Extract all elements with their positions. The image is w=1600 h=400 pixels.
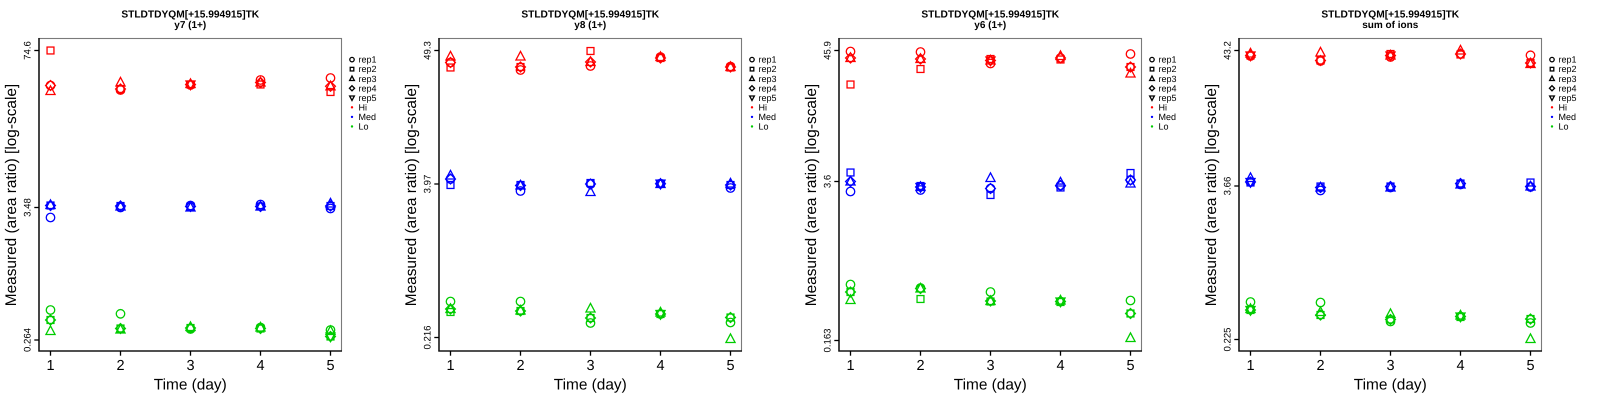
svg-text:2: 2 <box>116 358 124 374</box>
svg-text:4: 4 <box>656 358 664 374</box>
svg-text:Time (day): Time (day) <box>1354 377 1427 394</box>
svg-text:Lo: Lo <box>1559 122 1569 132</box>
svg-text:STLDTDYQM[+15.994915]TK: STLDTDYQM[+15.994915]TK <box>521 10 659 21</box>
svg-text:1: 1 <box>1246 358 1254 374</box>
svg-text:y8 (1+): y8 (1+) <box>574 20 606 31</box>
svg-text:y7 (1+): y7 (1+) <box>174 20 206 31</box>
svg-text:STLDTDYQM[+15.994915]TK: STLDTDYQM[+15.994915]TK <box>121 10 259 21</box>
svg-text:rep2: rep2 <box>1159 64 1177 74</box>
svg-text:3.66: 3.66 <box>1223 177 1234 196</box>
svg-text:Measured (area ratio) [log-sca: Measured (area ratio) [log-scale] <box>803 84 820 306</box>
svg-text:Med: Med <box>1559 112 1577 122</box>
svg-text:sum of ions: sum of ions <box>1362 20 1419 31</box>
svg-text:Lo: Lo <box>759 122 769 132</box>
svg-text:4: 4 <box>1056 358 1064 374</box>
svg-text:5: 5 <box>726 358 734 374</box>
svg-text:43.2: 43.2 <box>1223 41 1234 60</box>
svg-text:rep5: rep5 <box>359 93 377 103</box>
svg-text:Hi: Hi <box>1559 102 1568 112</box>
svg-text:STLDTDYQM[+15.994915]TK: STLDTDYQM[+15.994915]TK <box>921 10 1059 21</box>
svg-text:rep1: rep1 <box>359 55 377 65</box>
svg-text:Hi: Hi <box>359 102 368 112</box>
svg-text:Time (day): Time (day) <box>954 377 1027 394</box>
svg-text:rep5: rep5 <box>1159 93 1177 103</box>
svg-text:2: 2 <box>916 358 924 374</box>
svg-text:74.6: 74.6 <box>23 41 34 60</box>
svg-text:3: 3 <box>986 358 994 374</box>
svg-text:0.163: 0.163 <box>823 328 834 352</box>
svg-text:rep1: rep1 <box>1159 55 1177 65</box>
svg-text:y6 (1+): y6 (1+) <box>974 20 1006 31</box>
svg-text:1: 1 <box>46 358 54 374</box>
svg-text:Med: Med <box>359 112 377 122</box>
svg-text:Lo: Lo <box>1159 122 1169 132</box>
svg-text:rep5: rep5 <box>1559 93 1577 103</box>
svg-text:rep2: rep2 <box>1559 64 1577 74</box>
svg-text:2: 2 <box>516 358 524 374</box>
svg-text:0.225: 0.225 <box>1223 327 1234 351</box>
svg-text:2: 2 <box>1316 358 1324 374</box>
svg-text:rep3: rep3 <box>1559 74 1577 84</box>
svg-text:rep2: rep2 <box>359 64 377 74</box>
svg-text:rep4: rep4 <box>359 83 377 93</box>
svg-text:1: 1 <box>446 358 454 374</box>
svg-text:5: 5 <box>1126 358 1134 374</box>
svg-text:rep5: rep5 <box>759 93 777 103</box>
svg-text:45.9: 45.9 <box>823 41 834 60</box>
svg-text:49.3: 49.3 <box>423 41 434 60</box>
svg-text:3.48: 3.48 <box>23 198 34 217</box>
svg-text:4: 4 <box>256 358 264 374</box>
svg-text:rep3: rep3 <box>1159 74 1177 84</box>
svg-text:rep1: rep1 <box>759 55 777 65</box>
svg-text:3: 3 <box>586 358 594 374</box>
svg-text:3.6: 3.6 <box>823 175 834 188</box>
svg-text:rep4: rep4 <box>1559 83 1577 93</box>
svg-text:rep4: rep4 <box>1159 83 1177 93</box>
svg-text:0.216: 0.216 <box>423 325 434 349</box>
svg-text:Lo: Lo <box>359 122 369 132</box>
svg-text:STLDTDYQM[+15.994915]TK: STLDTDYQM[+15.994915]TK <box>1321 10 1459 21</box>
svg-text:rep2: rep2 <box>759 64 777 74</box>
svg-text:0.264: 0.264 <box>23 327 34 352</box>
svg-text:3: 3 <box>186 358 194 374</box>
svg-text:Hi: Hi <box>1159 102 1168 112</box>
svg-text:5: 5 <box>326 358 334 374</box>
svg-text:rep3: rep3 <box>359 74 377 84</box>
svg-text:3: 3 <box>1386 358 1394 374</box>
svg-text:Measured (area ratio) [log-sca: Measured (area ratio) [log-scale] <box>1203 84 1220 306</box>
svg-text:Measured (area ratio) [log-sca: Measured (area ratio) [log-scale] <box>403 84 420 306</box>
svg-text:rep1: rep1 <box>1559 55 1577 65</box>
svg-text:Hi: Hi <box>759 102 768 112</box>
svg-text:4: 4 <box>1456 358 1464 374</box>
svg-text:Measured (area ratio) [log-sca: Measured (area ratio) [log-scale] <box>3 84 20 306</box>
svg-text:5: 5 <box>1526 358 1534 374</box>
svg-text:Med: Med <box>759 112 777 122</box>
svg-text:Med: Med <box>1159 112 1177 122</box>
svg-text:Time (day): Time (day) <box>154 377 227 394</box>
svg-text:rep4: rep4 <box>759 83 777 93</box>
svg-text:Time (day): Time (day) <box>554 377 627 394</box>
svg-text:1: 1 <box>846 358 854 374</box>
svg-text:rep3: rep3 <box>759 74 777 84</box>
svg-text:3.97: 3.97 <box>423 175 434 194</box>
